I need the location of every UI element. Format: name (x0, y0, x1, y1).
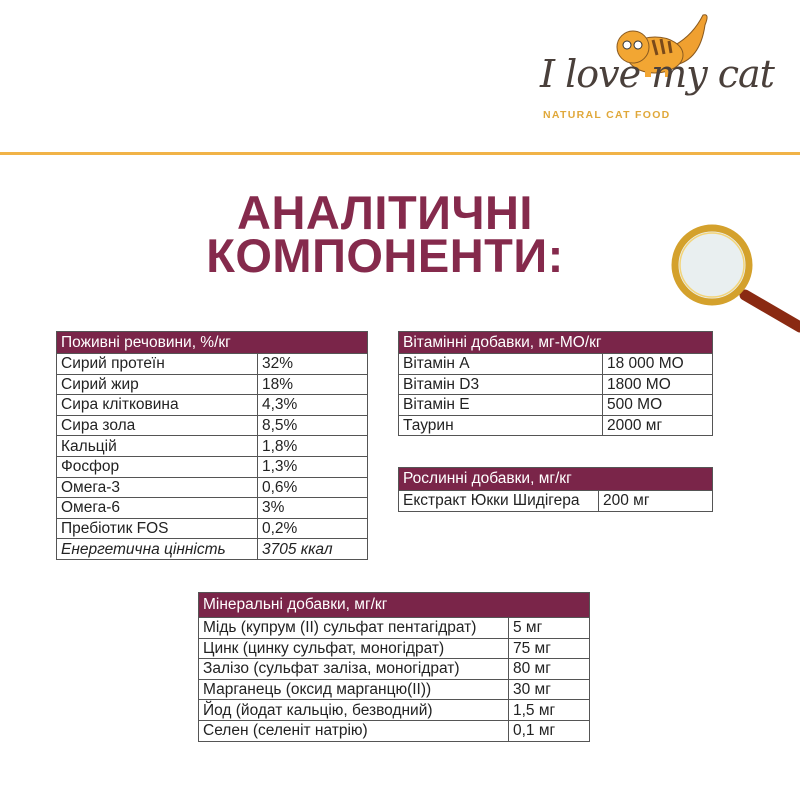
row-value: 2000 мг (602, 414, 713, 437)
row-label: Марганець (оксид марганцю(II)) (198, 678, 509, 701)
row-value: 1,5 мг (508, 699, 590, 721)
row-value: 4,3% (257, 394, 368, 416)
magnifying-glass-icon (671, 224, 800, 333)
table-row: Цинк (цинку сульфат, моногідрат) 75 мг (198, 637, 590, 660)
row-label: Екстракт Юкки Шидігера (398, 490, 599, 512)
table-row: Таурин 2000 мг (398, 414, 713, 437)
row-label: Сирий протеїн (56, 353, 258, 375)
row-label: Селен (селеніт натрію) (198, 719, 509, 742)
minerals-table: Мінеральні добавки, мг/кг Мідь (купрум (… (198, 592, 590, 742)
plants-header: Рослинні добавки, мг/кг (398, 467, 713, 491)
table-row: Енергетична цінність 3705 ккал (56, 538, 368, 560)
table-row: Вітамін A 18 000 МО (398, 353, 713, 375)
brand-name: I love my cat (540, 52, 775, 96)
table-row: Марганець (оксид марганцю(II)) 30 мг (198, 678, 590, 701)
row-label: Мідь (купрум (II) сульфат пентагідрат) (198, 617, 509, 639)
row-label: Енергетична цінність (56, 538, 258, 560)
header-divider (0, 152, 800, 155)
table-row: Пребіотик FOS 0,2% (56, 517, 368, 540)
row-value: 0,2% (257, 517, 368, 540)
nutrients-header: Поживні речовини, %/кг (56, 331, 368, 354)
row-value: 1,3% (257, 455, 368, 478)
row-label: Сира клітковина (56, 394, 258, 416)
row-label: Пребіотик FOS (56, 517, 258, 540)
row-label: Йод (йодат кальцію, безводний) (198, 699, 509, 721)
plants-table: Рослинні добавки, мг/кг Екстракт Юкки Ши… (398, 467, 713, 512)
row-value: 1,8% (257, 435, 368, 457)
row-label: Кальцій (56, 435, 258, 457)
table-row: Сира зола 8,5% (56, 414, 368, 437)
table-row: Вітамін D3 1800 МО (398, 373, 713, 396)
row-label: Сирий жир (56, 373, 258, 396)
row-label: Залізо (сульфат заліза, моногідрат) (198, 658, 509, 680)
row-label: Омега-6 (56, 497, 258, 519)
table-row: Вітамін E 500 МО (398, 394, 713, 416)
row-label: Вітамін D3 (398, 373, 603, 396)
row-value: 30 мг (508, 678, 590, 701)
row-value: 8,5% (257, 414, 368, 437)
row-value: 3705 ккал (257, 538, 368, 560)
table-row: Мідь (купрум (II) сульфат пентагідрат) 5 … (198, 617, 590, 639)
row-value: 0,6% (257, 476, 368, 499)
row-label: Сира зола (56, 414, 258, 437)
brand-logo (535, 5, 775, 140)
page-title-line1: АНАЛІТИЧНІ (237, 186, 533, 239)
row-label: Фосфор (56, 455, 258, 478)
table-row: Сирий протеїн 32% (56, 353, 368, 375)
table-row: Залізо (сульфат заліза, моногідрат) 80 мг (198, 658, 590, 680)
row-label: Вітамін A (398, 353, 603, 375)
table-row: Фосфор 1,3% (56, 455, 368, 478)
table-row: Сирий жир 18% (56, 373, 368, 396)
row-value: 5 мг (508, 617, 590, 639)
row-value: 1800 МО (602, 373, 713, 396)
table-row: Селен (селеніт натрію) 0,1 мг (198, 719, 590, 742)
table-row: Йод (йодат кальцію, безводний) 1,5 мг (198, 699, 590, 721)
row-value: 32% (257, 353, 368, 375)
row-label: Омега-3 (56, 476, 258, 499)
vitamins-header: Вітамінні добавки, мг-МО/кг (398, 331, 713, 354)
row-value: 3% (257, 497, 368, 519)
cat-icon (616, 14, 708, 77)
table-row: Екстракт Юкки Шидігера 200 мг (398, 490, 713, 512)
row-value: 18 000 МО (602, 353, 713, 375)
table-row: Кальцій 1,8% (56, 435, 368, 457)
row-value: 200 мг (598, 490, 713, 512)
row-value: 0,1 мг (508, 719, 590, 742)
minerals-header: Мінеральні добавки, мг/кг (198, 592, 590, 618)
row-label: Вітамін E (398, 394, 603, 416)
table-row: Сира клітковина 4,3% (56, 394, 368, 416)
page-title-line2: КОМПОНЕНТИ: (206, 229, 564, 282)
row-value: 500 МО (602, 394, 713, 416)
brand-tagline: NATURAL CAT FOOD (543, 109, 671, 121)
table-row: Омега-6 3% (56, 497, 368, 519)
table-row: Омега-3 0,6% (56, 476, 368, 499)
row-value: 75 мг (508, 637, 590, 660)
row-label: Таурин (398, 414, 603, 437)
nutrients-table: Поживні речовини, %/кг Сирий протеїн 32% С… (56, 331, 368, 560)
row-value: 18% (257, 373, 368, 396)
row-value: 80 мг (508, 658, 590, 680)
vitamins-table: Вітамінні добавки, мг-МО/кг Вітамін A 18 … (398, 331, 713, 437)
row-label: Цинк (цинку сульфат, моногідрат) (198, 637, 509, 660)
